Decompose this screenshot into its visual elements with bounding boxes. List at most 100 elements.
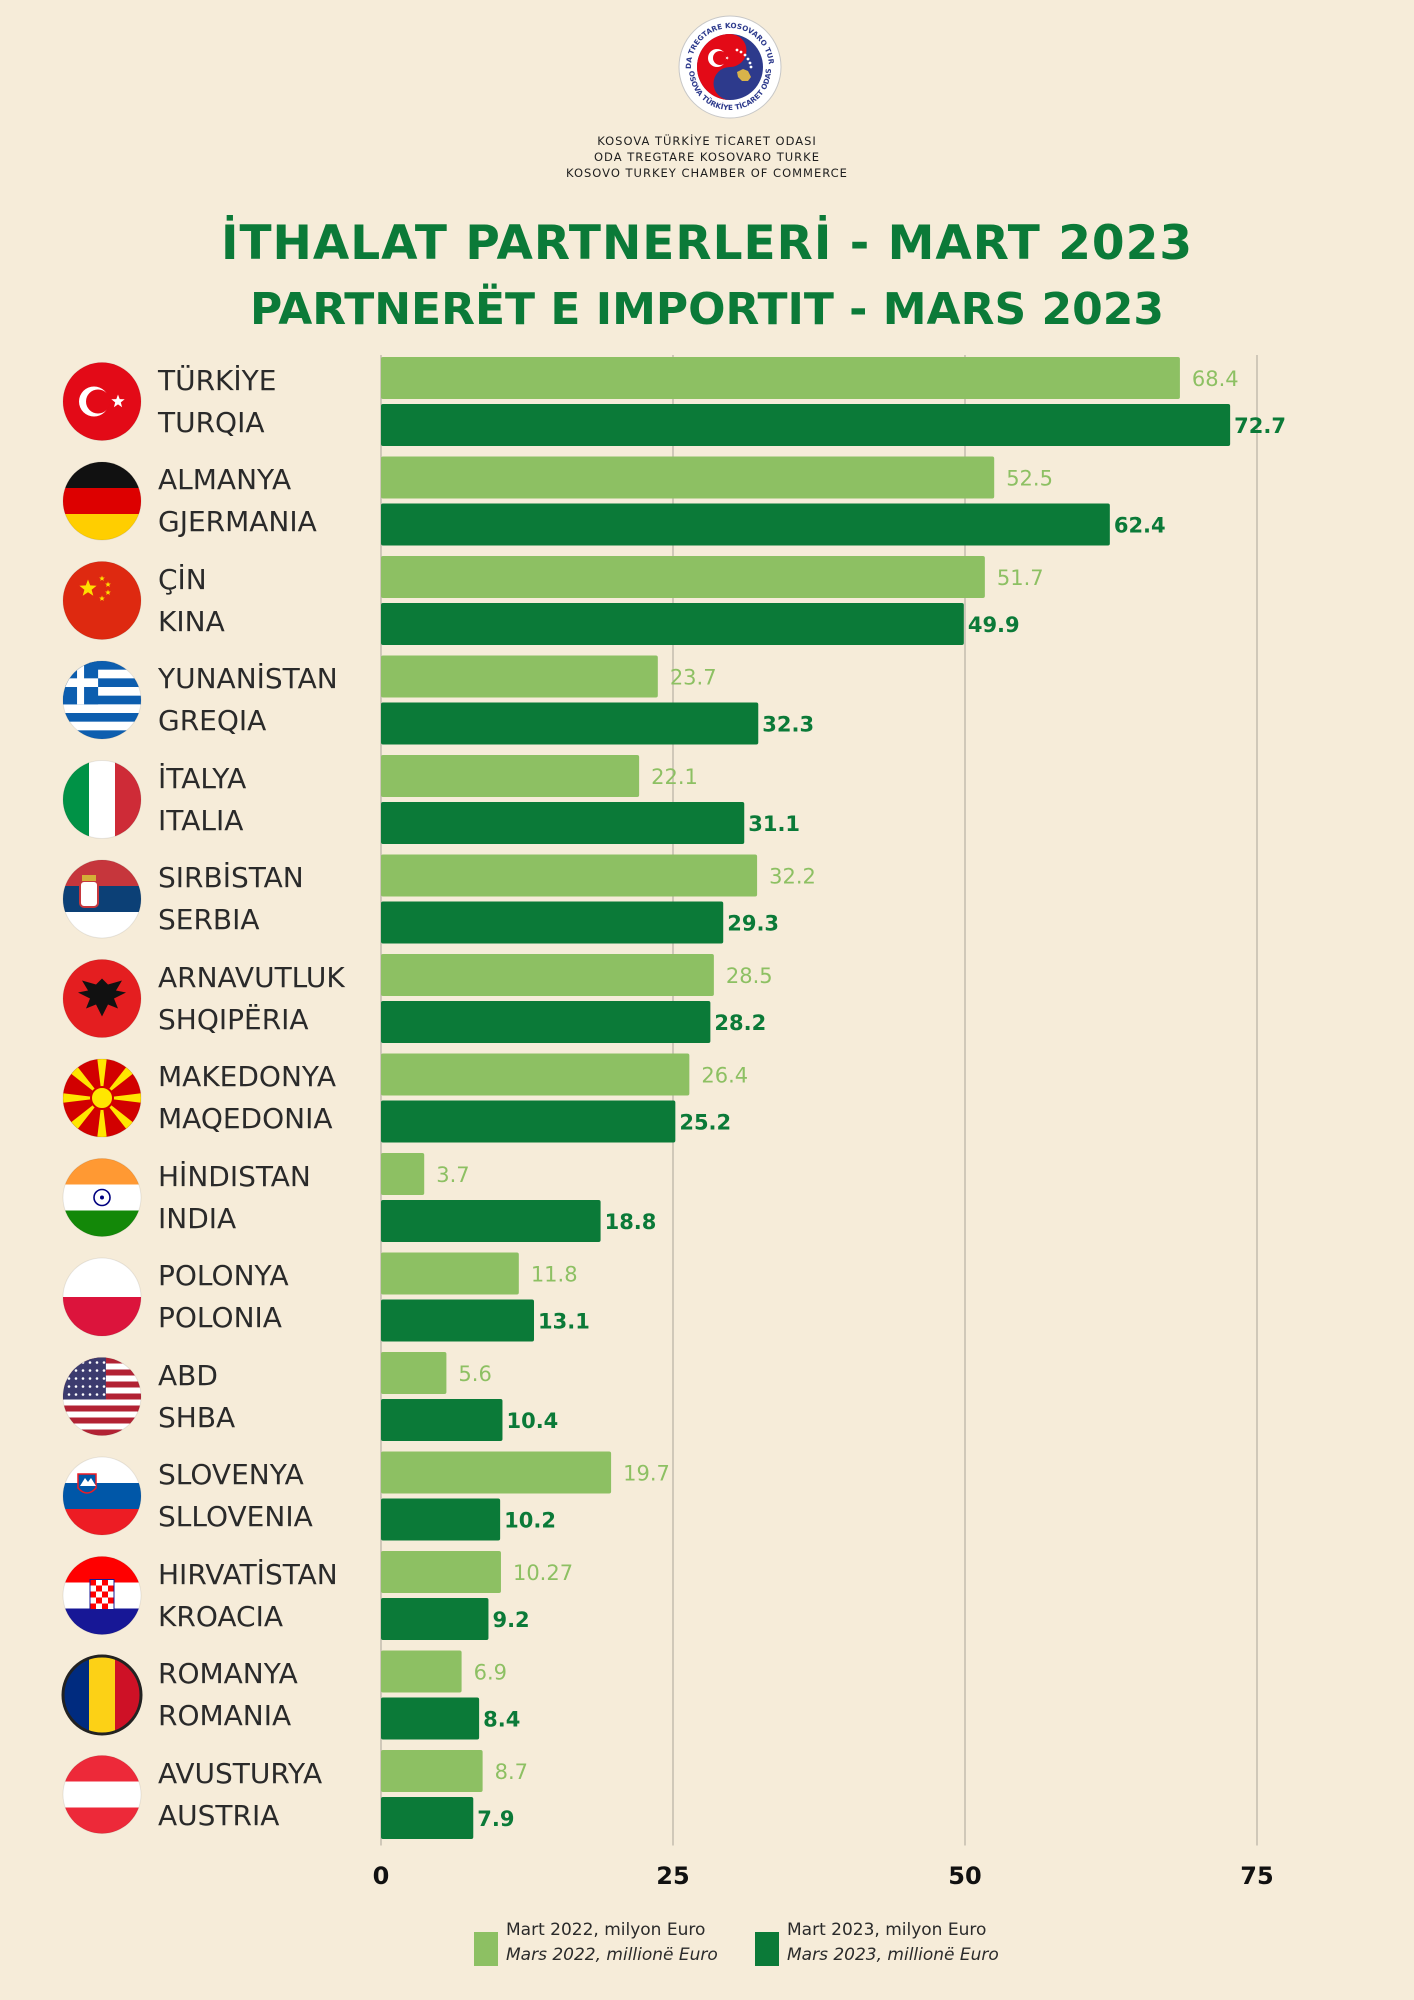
albania-flag-icon (62, 959, 142, 1038)
x-tick-label: 25 (656, 1862, 689, 1890)
bar-value-label: 10.2 (504, 1509, 556, 1533)
bar (381, 456, 995, 499)
x-tick-label: 50 (948, 1862, 981, 1890)
country-name-sq: AUSTRIA (158, 1798, 280, 1832)
x-tick-label: 75 (1240, 1862, 1273, 1890)
bar-value-label: 8.7 (495, 1760, 528, 1784)
country-name-tr: TÜRKİYE (158, 363, 277, 397)
country-name-tr: POLONYA (158, 1259, 289, 1292)
macedonia-flag-icon (62, 1058, 142, 1138)
country-name-tr: ÇİN (158, 562, 207, 596)
country-label: TÜRKİYE TURQIA (158, 360, 276, 444)
bar-value-label: 8.4 (483, 1708, 520, 1732)
bar (381, 655, 658, 698)
x-tick-label: 0 (373, 1862, 390, 1890)
bar (381, 1252, 519, 1295)
bar-value-label: 23.7 (670, 666, 717, 690)
germany-flag-icon (62, 461, 142, 541)
bar (381, 755, 640, 797)
bar-value-label: 28.5 (726, 964, 773, 988)
bar-value-label: 10.27 (513, 1561, 573, 1585)
bar (381, 603, 964, 645)
bar (381, 1697, 480, 1740)
org-name-sq: ODA TREGTARE KOSOVARO TURKE (594, 150, 820, 164)
bar (381, 1598, 489, 1640)
bar-value-label: 5.6 (458, 1362, 491, 1386)
country-name-sq: INDIA (158, 1201, 237, 1235)
usa-flag-icon (62, 1357, 142, 1436)
legend-label-2023-sq: Mars 2023, millionë Euro (787, 1945, 999, 1965)
country-name-tr: SIRBİSTAN (158, 861, 304, 894)
country-name-tr: SLOVENYA (158, 1458, 304, 1491)
country-label: ABD SHBA (158, 1355, 235, 1439)
bar (381, 1451, 612, 1494)
country-name-tr: AVUSTURYA (158, 1756, 323, 1790)
bar (381, 1200, 601, 1242)
serbia-flag-icon (62, 859, 142, 939)
country-name-sq: KINA (158, 604, 225, 638)
country-label: YUNANİSTAN GREQIA (158, 658, 338, 742)
country-label: HIRVATİSTAN KROACIA (158, 1554, 338, 1638)
bar (381, 702, 759, 745)
bar (381, 1100, 676, 1143)
country-label: SLOVENYA SLLOVENIA (158, 1454, 313, 1538)
bar-value-label: 49.9 (968, 613, 1020, 637)
bar (381, 1352, 447, 1394)
country-label: ARNAVUTLUK SHQIPËRIA (158, 957, 345, 1041)
country-name-sq: GREQIA (158, 704, 267, 737)
country-name-tr: MAKEDONYA (158, 1060, 336, 1093)
bar (381, 1650, 462, 1693)
legend-swatch-2023 (755, 1932, 779, 1966)
legend-label-2023: Mart 2023, milyon Euro (787, 1920, 987, 1940)
bar (381, 1750, 483, 1792)
croatia-flag-icon (62, 1556, 142, 1635)
bar-value-label: 22.1 (651, 765, 698, 789)
india-flag-icon (62, 1158, 142, 1237)
romania-flag-icon (61, 1654, 143, 1736)
bar (381, 954, 714, 996)
bar-value-label: 32.3 (762, 713, 814, 737)
austria-flag-icon (62, 1755, 142, 1834)
bar (381, 1053, 690, 1096)
chart-subtitle: PARTNERËT E IMPORTIT - MARS 2023 (250, 284, 1164, 335)
greece-flag-icon (62, 660, 142, 740)
china-flag-icon (62, 561, 142, 640)
bar-value-label: 7.9 (477, 1807, 514, 1831)
bar-value-label: 28.2 (714, 1011, 766, 1035)
bar (381, 1001, 711, 1043)
bar (381, 802, 745, 844)
bar-value-label: 18.8 (605, 1210, 657, 1234)
legend-swatch-2022 (474, 1932, 498, 1966)
country-label: SIRBİSTAN SERBIA (158, 857, 304, 941)
bar-value-label: 29.3 (727, 912, 779, 936)
bar-value-label: 72.7 (1234, 414, 1286, 438)
bar-value-label: 25.2 (679, 1111, 731, 1135)
country-name-sq: SHQIPËRIA (158, 1002, 309, 1036)
bar-value-label: 51.7 (997, 566, 1044, 590)
country-label: HİNDISTAN INDIA (158, 1156, 311, 1240)
country-name-sq: ROMANIA (158, 1699, 292, 1732)
bar (381, 556, 985, 598)
bar (381, 1498, 501, 1541)
org-name-tr: KOSOVA TÜRKİYE TİCARET ODASI (597, 134, 817, 148)
country-name-tr: HIRVATİSTAN (158, 1557, 338, 1591)
country-label: İTALYA ITALIA (158, 758, 246, 842)
bar-value-label: 11.8 (531, 1263, 578, 1287)
bar-value-label: 68.4 (1192, 367, 1239, 391)
bar-value-label: 3.7 (436, 1163, 469, 1187)
country-label: ALMANYA GJERMANIA (158, 459, 317, 543)
bar (381, 1153, 425, 1195)
country-name-sq: GJERMANIA (158, 505, 317, 538)
chamber-logo: ODA TREGTARE KOSOVARO TURKE KOSOVA TÜRKİ… (677, 14, 782, 119)
bar (381, 1299, 535, 1342)
country-name-tr: YUNANİSTAN (158, 662, 338, 695)
slovenia-flag-icon (62, 1456, 142, 1536)
bar-value-label: 62.4 (1114, 514, 1166, 538)
chart-title: İTHALAT PARTNERLERİ - MART 2023 (220, 216, 1194, 271)
country-name-sq: KROACIA (158, 1599, 283, 1633)
country-name-tr: ARNAVUTLUK (158, 960, 345, 994)
bar (381, 901, 724, 944)
bar-value-label: 52.5 (1006, 467, 1053, 491)
country-name-sq: TURQIA (158, 405, 265, 439)
